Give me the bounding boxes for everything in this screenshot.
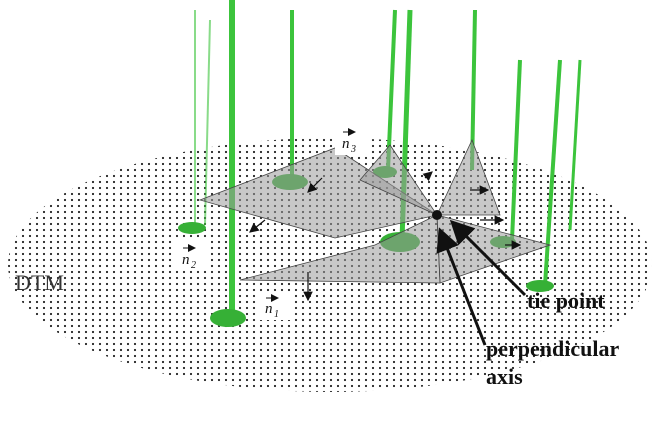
tie-point-marker	[432, 210, 442, 220]
normal-symbol: n	[265, 301, 273, 317]
dtm-label: DTM	[15, 270, 64, 295]
normal-symbol: n	[182, 252, 190, 268]
normal-symbol: n	[342, 136, 350, 152]
tie-point-label: tie point	[527, 288, 605, 313]
axis-label: perpendicular	[486, 336, 619, 361]
normal-subscript: 1	[274, 309, 279, 320]
figure: n 1 n 2 n 3 DTM tie point perpendicular …	[0, 0, 662, 429]
normal-subscript: 2	[191, 260, 196, 271]
axis-label: axis	[486, 364, 523, 389]
normal-subscript: 3	[350, 144, 356, 155]
